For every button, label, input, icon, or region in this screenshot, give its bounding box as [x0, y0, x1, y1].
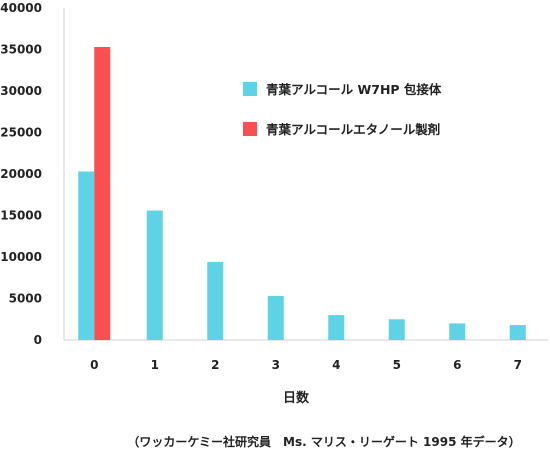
y-tick-label: 15000	[0, 209, 42, 223]
bar-series2-day-0	[94, 47, 111, 340]
bars	[78, 47, 526, 340]
y-tick-label: 25000	[0, 126, 42, 140]
y-tick-label: 35000	[0, 43, 42, 57]
y-axis-ticks: 0 5000 10000 15000 20000 25000 30000 35000 40000	[0, 1, 42, 347]
y-tick-label: 0	[34, 333, 42, 347]
bar-series1-day-7	[509, 325, 526, 340]
legend-swatch-1	[243, 82, 257, 96]
bar-series1-day-3	[267, 296, 284, 340]
y-tick-label: 5000	[9, 292, 42, 306]
x-tick-label: 0	[90, 358, 98, 372]
y-tick-label: 10000	[0, 250, 42, 264]
x-tick-label: 5	[393, 358, 401, 372]
x-tick-label: 3	[272, 358, 280, 372]
x-tick-label: 2	[211, 358, 219, 372]
legend-swatch-2	[243, 122, 257, 136]
x-tick-label: 4	[332, 358, 340, 372]
x-axis-label: 日数	[283, 390, 310, 406]
bar-series1-day-4	[328, 315, 345, 340]
bar-series1-day-6	[449, 323, 466, 340]
x-tick-label: 7	[514, 358, 522, 372]
bar-series1-day-0	[78, 171, 95, 340]
legend-label-1: 青葉アルコール W7HP 包接体	[266, 82, 442, 97]
bar-series1-day-5	[388, 319, 405, 340]
source-note: （ワッカーケミー社研究員 Ms. マリス・リーゲート 1995 年データ）	[127, 434, 520, 449]
y-tick-label: 40000	[0, 1, 42, 15]
x-tick-label: 1	[151, 358, 159, 372]
x-axis-ticks: 0 1 2 3 4 5 6 7	[90, 358, 522, 372]
y-tick-label: 20000	[0, 167, 42, 181]
bar-series1-day-2	[207, 261, 224, 340]
legend-label-2: 青葉アルコールエタノール製剤	[266, 122, 440, 137]
bar-series1-day-1	[146, 210, 163, 340]
x-tick-label: 6	[453, 358, 461, 372]
y-tick-label: 30000	[0, 84, 42, 98]
